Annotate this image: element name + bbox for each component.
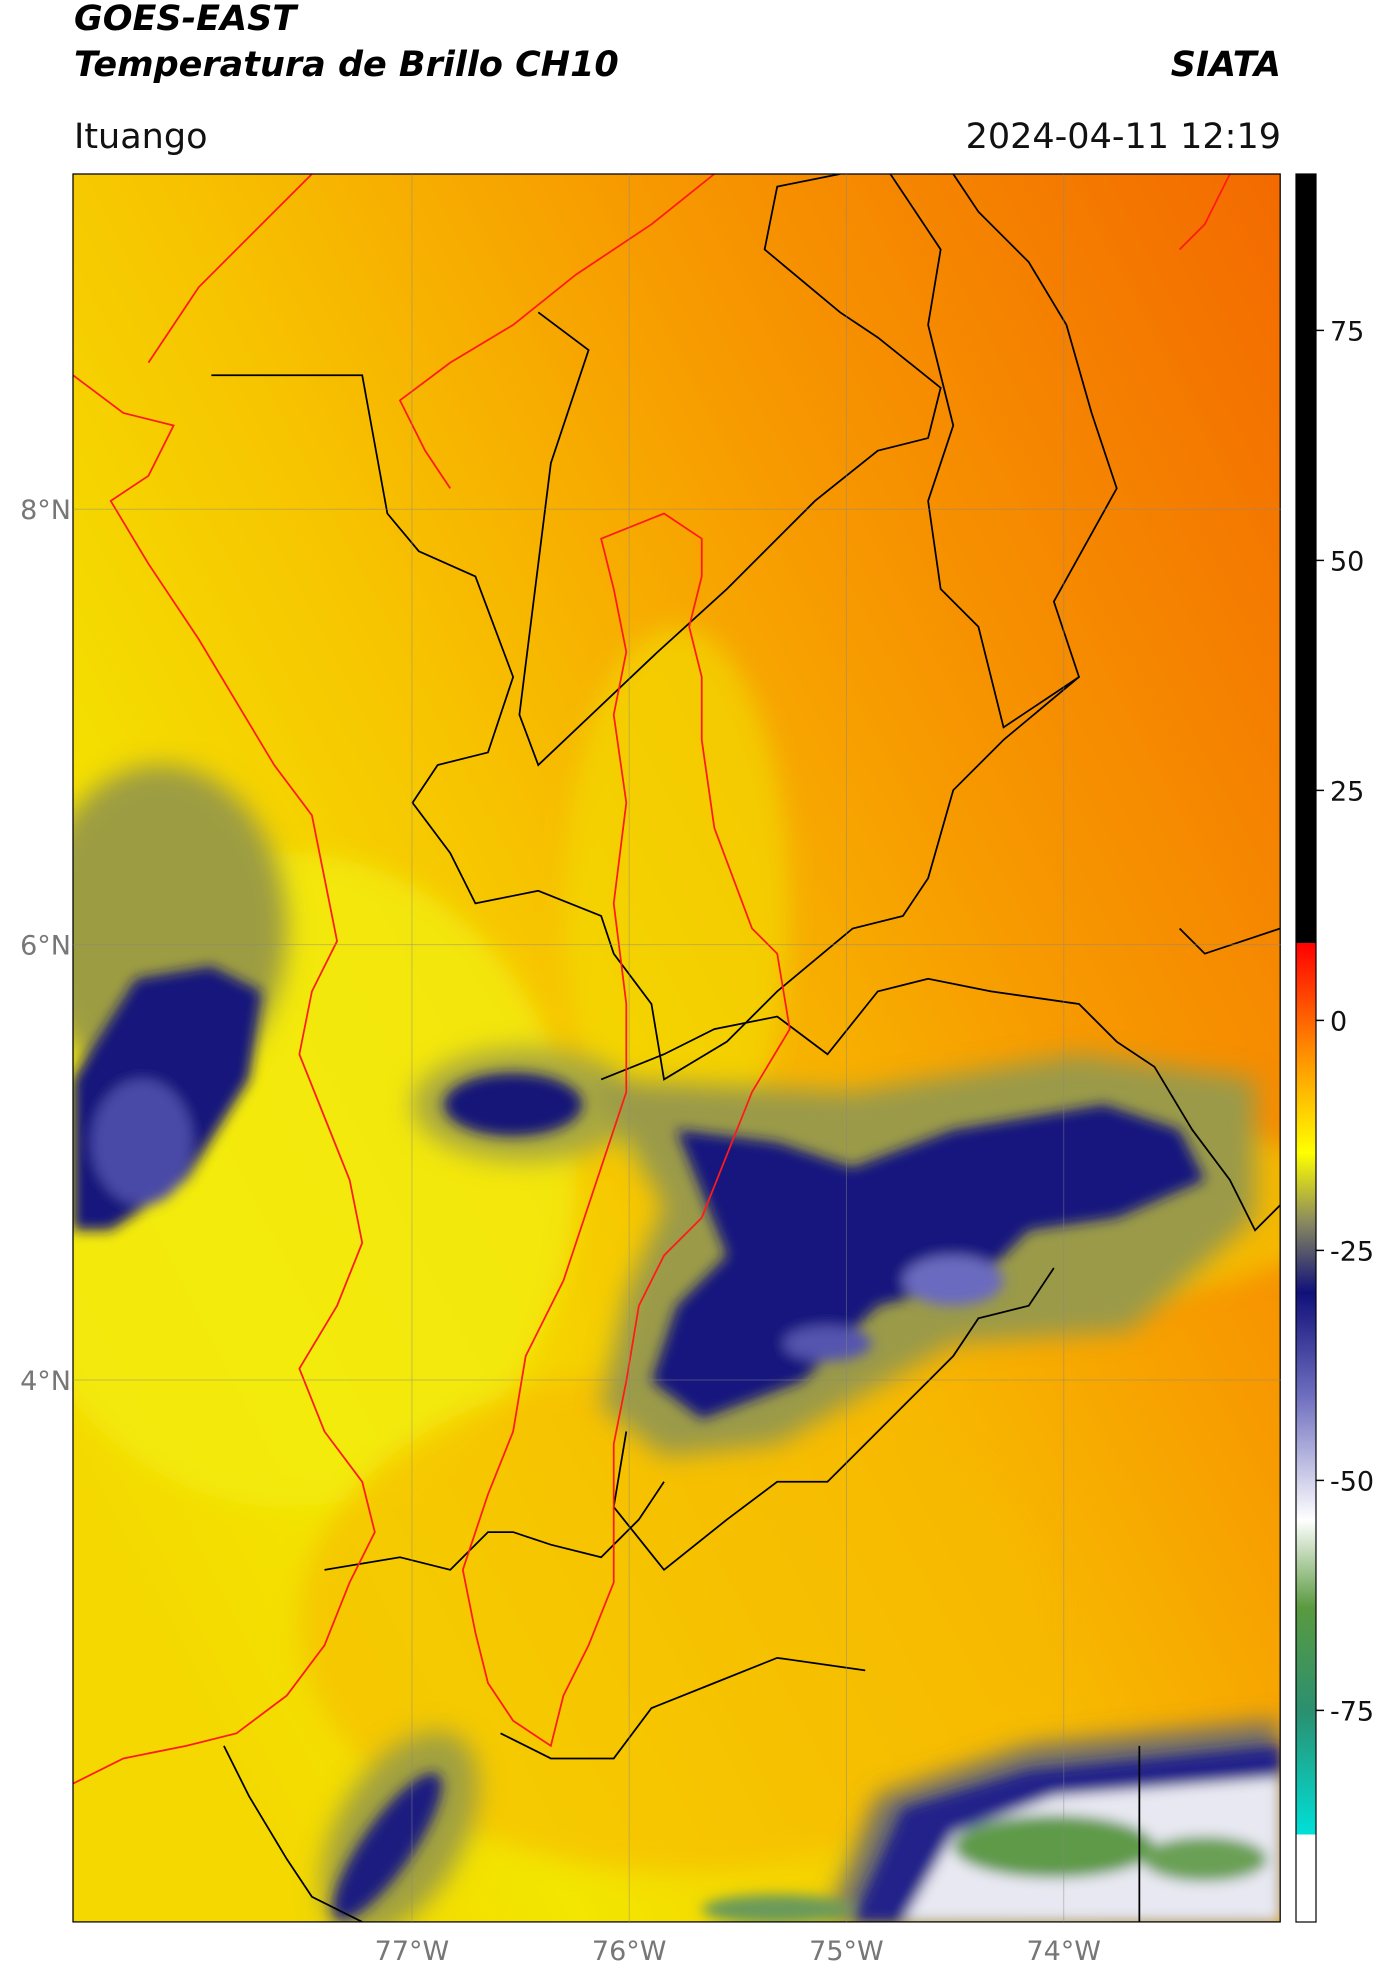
colorbar-tick-label: 25 bbox=[1330, 776, 1364, 807]
y-tick-label: 8°N bbox=[20, 495, 71, 526]
institution: SIATA bbox=[1171, 45, 1281, 85]
x-tick-label: 76°W bbox=[592, 1936, 667, 1967]
x-tick-label: 77°W bbox=[375, 1936, 450, 1967]
y-tick-label: 6°N bbox=[20, 931, 71, 962]
x-tick-label: 75°W bbox=[809, 1936, 884, 1967]
colorbar-tick-label: 0 bbox=[1330, 1006, 1347, 1037]
department-borders bbox=[73, 174, 1231, 1785]
x-tick-label: 74°W bbox=[1026, 1936, 1101, 1967]
colorbar bbox=[1295, 173, 1317, 1923]
colorbar-tick-label: -50 bbox=[1330, 1466, 1374, 1497]
satellite-title: GOES-EAST bbox=[74, 0, 299, 39]
location: Ituango bbox=[74, 117, 208, 157]
admin-borders bbox=[211, 174, 1281, 1922]
colorbar-tick-label: -25 bbox=[1330, 1236, 1374, 1267]
datetime: 2024-04-11 12:19 bbox=[966, 117, 1281, 157]
y-tick-label: 4°N bbox=[20, 1366, 71, 1397]
colorbar-tick-label: -75 bbox=[1330, 1696, 1374, 1727]
cold-cloud-tops bbox=[73, 966, 1281, 1922]
colorbar-tick-label: 50 bbox=[1330, 546, 1364, 577]
colorbar-tick-label: 75 bbox=[1330, 316, 1364, 347]
map-frame bbox=[72, 173, 1281, 1923]
map-image bbox=[72, 173, 1281, 1923]
product-title: Temperatura de Brillo CH10 bbox=[74, 45, 619, 85]
